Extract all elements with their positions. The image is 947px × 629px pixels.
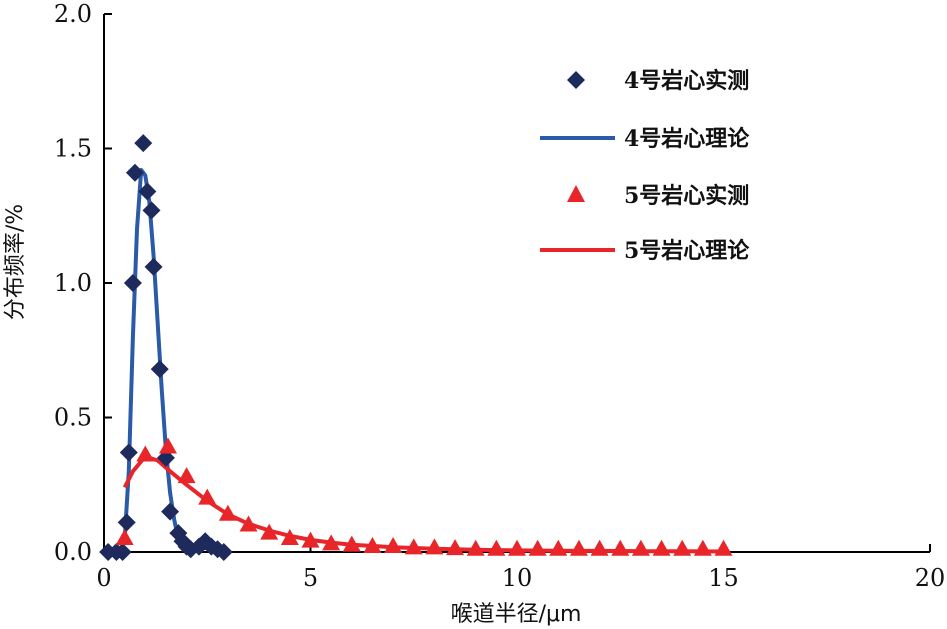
series-layer — [99, 134, 733, 561]
data-point-triangle — [508, 539, 526, 556]
data-point-triangle — [611, 539, 630, 556]
data-point-triangle — [652, 539, 671, 556]
data-point-triangle — [466, 539, 485, 556]
data-point-diamond — [134, 134, 153, 153]
data-point-triangle — [693, 539, 712, 556]
axes — [103, 14, 930, 553]
data-point-triangle — [115, 528, 134, 545]
data-point-triangle — [673, 539, 692, 556]
data-point-triangle — [136, 445, 155, 462]
x-tick-label: 20 — [915, 564, 946, 592]
data-point-triangle — [198, 488, 217, 505]
data-point-triangle — [239, 515, 258, 532]
data-point-diamond — [123, 274, 142, 292]
legend-label: 4号岩心理论 — [624, 126, 750, 152]
data-point-diamond — [125, 163, 144, 182]
data-point-diamond — [214, 543, 233, 561]
data-point-diamond — [138, 182, 157, 201]
data-point-triangle — [569, 539, 588, 556]
y-axis-title: 分布频率/% — [3, 204, 28, 320]
data-point-triangle — [425, 538, 444, 555]
data-point-diamond — [142, 201, 161, 220]
y-tick-label: 1.5 — [54, 135, 92, 163]
data-point-triangle — [714, 539, 733, 556]
series-line-1 — [118, 168, 196, 554]
data-point-triangle — [528, 539, 547, 556]
data-point-triangle — [446, 539, 465, 556]
data-point-triangle — [404, 538, 423, 555]
data-point-triangle — [487, 539, 506, 556]
y-tick-label: 2.0 — [54, 0, 92, 28]
data-point-diamond — [144, 257, 163, 276]
data-point-triangle — [363, 537, 382, 554]
y-tick-label: 1.0 — [54, 269, 92, 297]
data-point-triangle — [631, 539, 650, 556]
x-tick-label: 10 — [502, 564, 533, 592]
legend-label: 4号岩心实测 — [624, 68, 749, 94]
data-point-triangle — [159, 437, 178, 454]
data-point-triangle — [177, 467, 196, 484]
y-tick-label: 0.0 — [54, 538, 92, 566]
legend-triangle-symbol — [567, 185, 585, 202]
x-axis-ticks: 0 5 10 15 20 — [96, 544, 945, 592]
data-point-diamond — [117, 513, 136, 532]
data-point-diamond — [113, 543, 132, 561]
legend: 4号岩心实测 4号岩心理论 5号岩心实测 5号岩心理论 — [540, 68, 750, 264]
data-point-triangle — [549, 539, 568, 556]
x-tick-label: 15 — [708, 564, 739, 592]
data-point-triangle — [218, 504, 237, 521]
data-point-triangle — [590, 539, 609, 556]
legend-diamond-symbol — [567, 71, 585, 89]
data-point-triangle — [322, 534, 341, 551]
data-point-triangle — [342, 535, 361, 552]
data-point-triangle — [260, 523, 279, 540]
x-tick-label: 0 — [96, 564, 111, 592]
data-point-triangle — [280, 528, 299, 545]
legend-label: 5号岩心理论 — [624, 238, 750, 264]
data-point-diamond — [150, 360, 169, 379]
x-axis-title: 喉道半径/μm — [451, 602, 582, 627]
x-tick-label: 5 — [303, 564, 318, 592]
data-point-triangle — [384, 537, 403, 554]
legend-label: 5号岩心实测 — [624, 183, 749, 209]
data-point-diamond — [161, 502, 180, 521]
data-point-diamond — [119, 443, 138, 462]
data-point-triangle — [301, 531, 320, 548]
y-tick-label: 0.5 — [54, 404, 92, 432]
